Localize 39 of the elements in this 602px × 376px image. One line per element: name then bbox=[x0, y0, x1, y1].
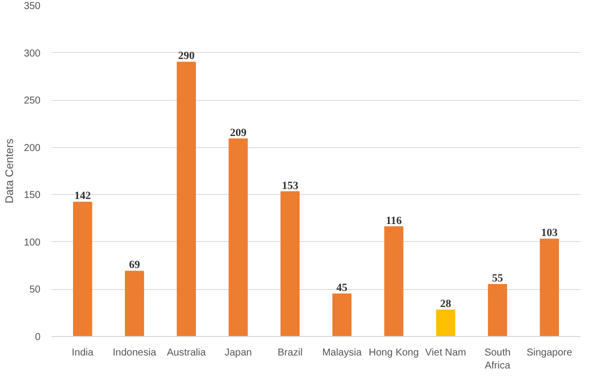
data-label: 209 bbox=[230, 126, 247, 139]
y-tick-label: 50 bbox=[29, 284, 41, 296]
x-tick-label: Brazil bbox=[278, 348, 303, 358]
y-tick-label: 300 bbox=[24, 48, 41, 60]
y-tick-label: 0 bbox=[34, 332, 41, 343]
data-label: 153 bbox=[282, 180, 299, 192]
bar bbox=[488, 284, 508, 336]
x-tick-label: India bbox=[72, 348, 94, 358]
data-label: 142 bbox=[74, 190, 92, 202]
y-tick-label: 250 bbox=[24, 96, 41, 107]
bar bbox=[124, 270, 144, 336]
y-tick-label: 100 bbox=[24, 237, 41, 248]
x-tick-label: Indonesia bbox=[112, 348, 157, 358]
data-label: 45 bbox=[336, 282, 348, 294]
bar bbox=[228, 138, 248, 336]
data-label: 116 bbox=[386, 214, 402, 227]
y-axis-title: Data Centers bbox=[4, 138, 16, 204]
bar bbox=[384, 226, 404, 336]
bar bbox=[332, 293, 352, 336]
y-tick-label: 150 bbox=[24, 190, 41, 202]
x-tick-label: Viet Nam bbox=[425, 348, 466, 358]
x-tick-label: Malaysia bbox=[322, 348, 362, 358]
data-label: 55 bbox=[492, 272, 504, 284]
data-label: 103 bbox=[541, 227, 558, 240]
x-tick-label: Japan bbox=[224, 348, 252, 358]
data-label: 28 bbox=[440, 298, 452, 310]
bar bbox=[280, 191, 300, 336]
data-label: 290 bbox=[178, 50, 196, 62]
x-tick-label: Singapore bbox=[526, 348, 573, 358]
y-tick-label: 200 bbox=[24, 142, 41, 154]
x-tick-label: South Africa bbox=[484, 348, 511, 372]
bar bbox=[176, 62, 196, 336]
bar bbox=[73, 202, 92, 336]
y-tick-label: 350 bbox=[24, 1, 41, 12]
x-tick-label: Australia bbox=[166, 348, 206, 358]
data-label: 69 bbox=[128, 259, 140, 272]
bar bbox=[540, 238, 559, 336]
x-tick-label: Hong Kong bbox=[368, 348, 419, 358]
bar bbox=[436, 310, 456, 336]
